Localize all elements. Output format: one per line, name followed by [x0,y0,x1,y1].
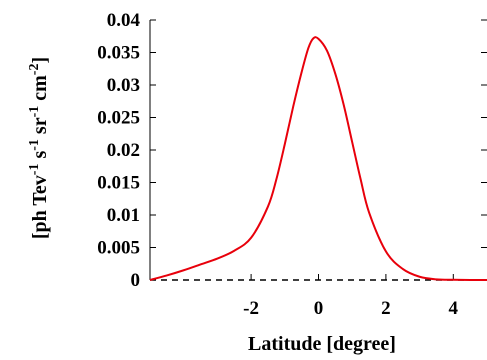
y-axis-title: [ph Tev-1 s-1 sr-1 cm-2] [27,57,51,239]
x-tick-label: 2 [381,298,391,319]
y-axis-title-part: cm [29,75,51,106]
y-ticks: 0 0.005 0.01 0.015 0.02 0.025 0.03 0.035 0.04 [97,10,487,291]
y-tick-label: 0.025 [97,108,140,129]
series [149,36,487,281]
y-axis-title-part: sr [29,117,51,139]
y-axis-title-part: [ph Tev [29,175,51,239]
y-axis-title-part: ] [29,57,51,64]
y-tick-label: 0.035 [97,43,140,64]
y-tick-label: 0.02 [107,140,140,161]
y-tick-label: 0.015 [97,173,140,194]
y-tick-label: 0.03 [107,75,140,96]
y-tick-label: 0 [131,270,141,291]
y-axis-title-superscript: -1 [27,164,42,176]
y-axis-title-superscript: -1 [27,139,42,151]
y-axis-title-part: s [29,151,51,164]
x-tick-label: -2 [243,298,259,319]
y-axis-title-superscript: -2 [27,64,42,76]
x-axis-title: Latitude [degree] [248,333,396,355]
y-axis-title-superscript: -1 [27,106,42,118]
series-line [149,36,487,281]
x-tick-label: 0 [314,298,324,319]
x-tick-label: 4 [449,298,459,319]
y-tick-label: 0.005 [97,238,140,259]
y-tick-label: 0.01 [107,205,140,226]
y-tick-label: 0.04 [107,10,141,31]
